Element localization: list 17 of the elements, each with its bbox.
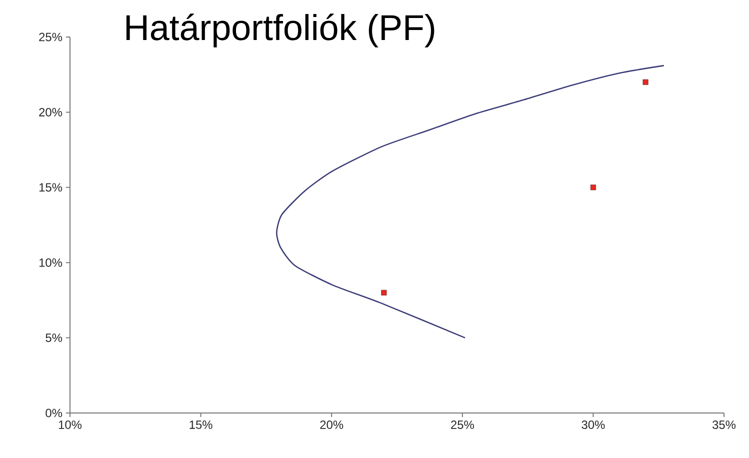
y-tick-label: 20% [39,108,62,116]
x-tick-label: 30% [582,420,605,429]
point [590,184,596,190]
y-tick-label: 5% [46,334,62,342]
point [642,79,648,85]
chart-title: Határportfoliók (PF) [126,14,434,48]
x-tick-label: 15% [190,420,212,429]
y-tick-label: 15% [39,183,62,192]
x-tick-label: 20% [320,420,344,429]
point [381,290,387,296]
y-tick-label: 0% [46,408,62,418]
x-tick-label: 10% [58,420,82,429]
y-tick-label: 10% [39,258,62,267]
line-series [276,64,664,338]
y-tick-label: 25% [39,32,62,42]
x-tick-label: 35% [712,420,736,429]
x-tick-label: 25% [451,420,474,429]
